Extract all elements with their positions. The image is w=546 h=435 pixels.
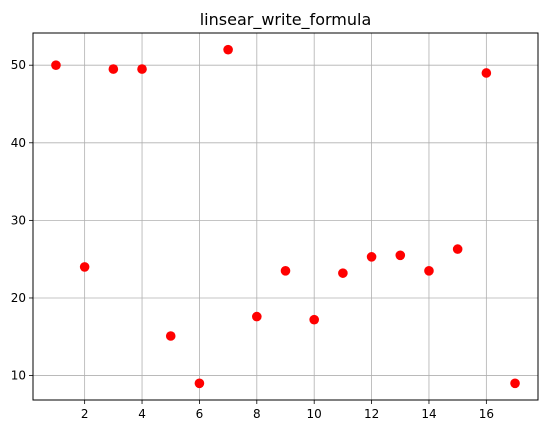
- data-point: [338, 268, 348, 278]
- plot-frame: [32, 32, 539, 401]
- data-points: [51, 44, 520, 389]
- x-tick-label: 10: [307, 407, 322, 421]
- data-point: [194, 378, 205, 389]
- y-tick-label: 10: [11, 369, 26, 383]
- x-tick-label: 4: [138, 407, 146, 421]
- data-point: [165, 331, 176, 341]
- data-point: [79, 262, 90, 272]
- data-point: [51, 60, 61, 70]
- data-point: [252, 311, 262, 322]
- chart-title: linsear_write_formula: [200, 10, 372, 30]
- grid: [33, 33, 538, 400]
- data-point: [137, 64, 147, 74]
- data-point: [395, 250, 406, 261]
- data-point: [510, 378, 520, 389]
- y-tick-label: 40: [11, 136, 26, 150]
- x-tick-label: 2: [81, 407, 89, 421]
- y-tick-label: 20: [11, 291, 26, 305]
- data-point: [280, 266, 291, 276]
- y-tick-label: 50: [11, 58, 26, 72]
- data-point: [424, 266, 434, 276]
- data-point: [481, 68, 492, 78]
- data-point: [108, 64, 119, 74]
- data-point: [223, 44, 233, 55]
- data-point: [452, 244, 463, 254]
- data-point: [366, 252, 377, 262]
- x-tick-label: 6: [196, 407, 204, 421]
- ticks: 2 4 6 8 10 12 14 16 10 20 30 40 50: [11, 58, 494, 421]
- x-tick-label: 14: [421, 407, 436, 421]
- data-point: [309, 314, 319, 325]
- y-tick-label: 30: [11, 213, 26, 227]
- x-tick-label: 12: [364, 407, 379, 421]
- x-tick-label: 16: [479, 407, 494, 421]
- x-tick-label: 8: [253, 407, 261, 421]
